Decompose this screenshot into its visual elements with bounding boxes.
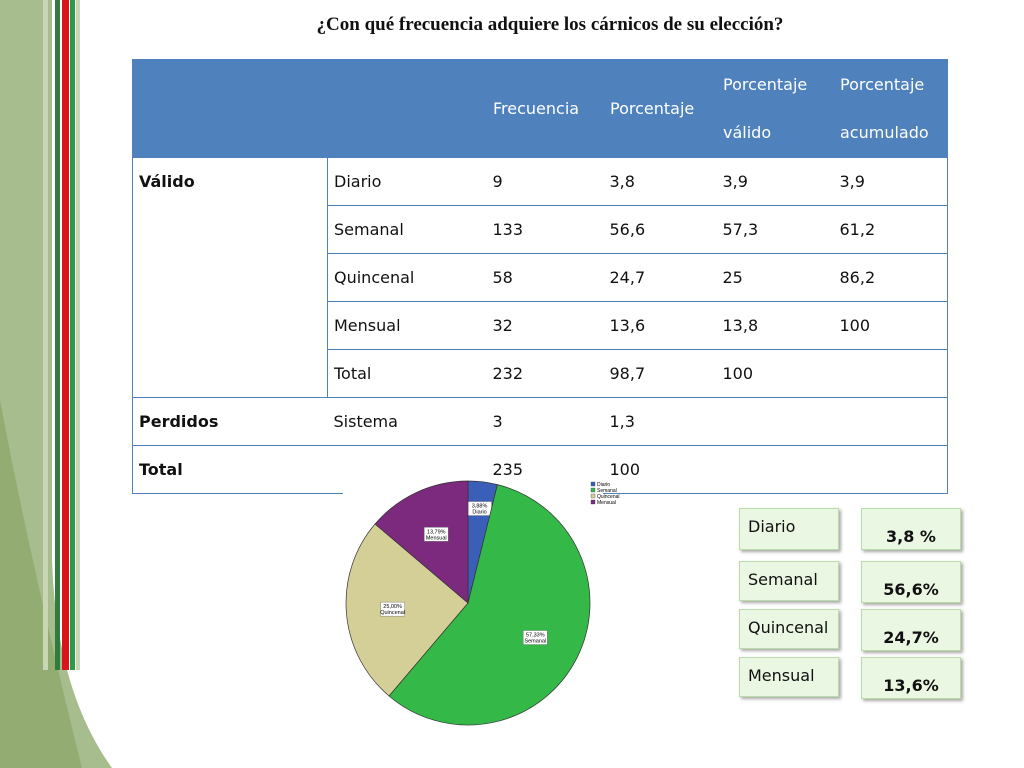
cell-porcentaje: 98,7	[603, 349, 717, 398]
header-porcentaje: Porcentaje	[603, 59, 717, 158]
summary-value-semanal: 56,6%	[861, 561, 961, 603]
summary-label-mensual: Mensual	[739, 657, 839, 697]
header-blank-1	[132, 59, 328, 158]
legend-label: Semanal	[597, 488, 617, 494]
pie-slice-pct: 25,00%	[383, 604, 402, 610]
cell-valido	[716, 397, 834, 446]
summary-label-semanal: Semanal	[739, 561, 839, 601]
cell-porcentaje: 13,6	[603, 301, 717, 350]
row-label: Quincenal	[327, 253, 487, 302]
cell-frecuencia: 58	[486, 253, 604, 302]
pie-slice-label: 25,00%Quincenal	[380, 601, 405, 617]
header-blank-2	[327, 59, 487, 158]
frequency-table: Frecuencia Porcentaje Porcentaje válido …	[132, 59, 948, 494]
legend-swatch	[590, 487, 596, 493]
cell-valido: 100	[716, 349, 834, 398]
summary-label-diario: Diario	[739, 508, 839, 550]
table-row: Perdidos Sistema 3 1,3	[132, 397, 948, 446]
cell-acumulado: 100	[833, 301, 948, 350]
cell-acumulado	[833, 397, 948, 446]
table-row: Válido Diario 9 3,8 3,9 3,9	[132, 157, 948, 206]
cell-frecuencia: 133	[486, 205, 604, 254]
pie-slice-label: 57,33%Semanal	[523, 630, 548, 645]
cell-acumulado	[833, 445, 948, 494]
pie-slice-pct: 3,88%	[472, 504, 488, 510]
cell-porcentaje: 3,8	[603, 157, 717, 206]
cell-porcentaje: 24,7	[603, 253, 717, 302]
pie-slice-mensual	[374, 480, 469, 604]
pie-slice-quincenal	[345, 523, 469, 697]
group-spacer	[132, 301, 328, 350]
header-porcentaje-acumulado: Porcentaje acumulado	[833, 59, 948, 158]
table-row: Total 232 98,7 100	[132, 349, 948, 398]
cell-acumulado: 61,2	[833, 205, 948, 254]
pie-slice-semanal	[388, 484, 591, 726]
pie-slice-label: 3,88%Diario	[467, 501, 492, 516]
table-row: Semanal 133 56,6 57,3 61,2	[132, 205, 948, 254]
decorative-side-art	[0, 0, 112, 768]
pie-chart-panel: 3,88% Diario 57,33% Semanal 25,00% Quincenal 1…	[343, 478, 620, 728]
row-label: Sistema	[327, 397, 487, 446]
legend-swatch	[590, 481, 596, 487]
legend-label: Diario	[597, 482, 610, 488]
table-header-row: Frecuencia Porcentaje Porcentaje válido …	[132, 59, 948, 158]
header-pa-line1: Porcentaje	[840, 74, 925, 94]
pie-slice-name: Mensual	[426, 535, 447, 541]
group-label-valido: Válido	[132, 157, 328, 206]
pie-slice-pct: 13,79%	[427, 529, 446, 535]
cell-acumulado	[833, 349, 948, 398]
row-label: Semanal	[327, 205, 487, 254]
cell-valido: 25	[716, 253, 834, 302]
header-pa-line2: acumulado	[840, 122, 929, 142]
pie-slice-name: Semanal	[524, 639, 546, 645]
cell-acumulado: 86,2	[833, 253, 948, 302]
slide-title: ¿Con qué frecuencia adquiere los cárnico…	[316, 14, 784, 35]
header-porcentaje-valido: Porcentaje válido	[716, 59, 834, 158]
cell-acumulado: 3,9	[833, 157, 948, 206]
header-frecuencia: Frecuencia	[486, 59, 604, 158]
summary-value-quincenal: 24,7%	[861, 609, 961, 651]
header-pv-line1: Porcentaje	[723, 74, 808, 94]
cell-porcentaje: 56,6	[603, 205, 717, 254]
group-spacer	[132, 205, 328, 254]
pie-slice-name: Quincenal	[380, 610, 405, 616]
legend-swatch	[590, 493, 596, 499]
pie-slice-name: Diario	[472, 510, 486, 516]
pie-slice-pct: 57,33%	[526, 633, 545, 639]
table-row: Mensual 32 13,6 13,8 100	[132, 301, 948, 350]
cell-valido: 57,3	[716, 205, 834, 254]
group-spacer	[132, 349, 328, 398]
summary-value-diario: 3,8 %	[861, 508, 961, 550]
legend-label: Mensual	[597, 500, 616, 506]
legend-swatch	[590, 499, 596, 505]
table-row: Quincenal 58 24,7 25 86,2	[132, 253, 948, 302]
cell-porcentaje: 100	[603, 445, 717, 494]
cell-frecuencia: 232	[486, 349, 604, 398]
cell-frecuencia: 3	[486, 397, 604, 446]
cell-frecuencia: 32	[486, 301, 604, 350]
legend-label: Quincenal	[597, 494, 620, 500]
cell-frecuencia: 9	[486, 157, 604, 206]
pie-slice-label: 13,79%Mensual	[424, 527, 449, 542]
group-spacer	[132, 253, 328, 302]
cell-valido	[716, 445, 834, 494]
header-pv-line2: válido	[723, 122, 772, 142]
row-label: Mensual	[327, 301, 487, 350]
row-label: Total	[327, 349, 487, 398]
row-label: Diario	[327, 157, 487, 206]
summary-label-quincenal: Quincenal	[739, 609, 839, 649]
summary-value-mensual: 13,6%	[861, 657, 961, 699]
pie-chart: 3,88%Diario57,33%Semanal25,00%Quincenal1…	[345, 480, 620, 726]
cell-porcentaje: 1,3	[603, 397, 717, 446]
cell-valido: 13,8	[716, 301, 834, 350]
cell-valido: 3,9	[716, 157, 834, 206]
group-label-perdidos: Perdidos	[132, 397, 328, 446]
group-label-total: Total	[132, 445, 328, 494]
